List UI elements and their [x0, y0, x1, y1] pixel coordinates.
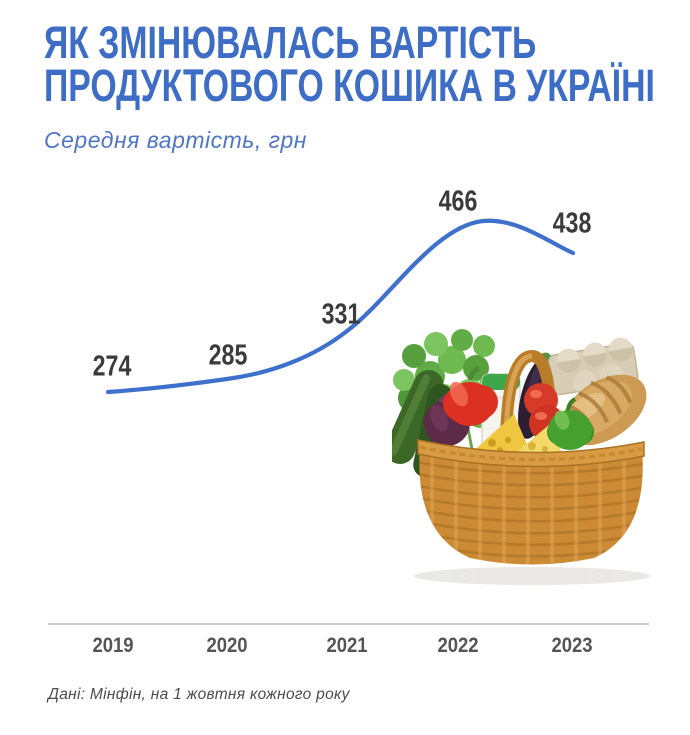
basket-body: [417, 439, 645, 565]
grocery-basket-image: [392, 329, 650, 585]
red-bell-pepper: [443, 365, 498, 426]
value-label-2022: 466: [438, 185, 478, 218]
value-label-2021: 331: [321, 298, 361, 331]
page-title: ЯК ЗМІНЮВАЛАСЬ ВАРТІСТЬ ПРОДУКТОВОГО КОШ…: [44, 17, 690, 111]
basket-shadow: [414, 567, 650, 585]
chart-subtitle: Середня вартість, грн: [44, 127, 307, 153]
page-title-line-1: ЯК ЗМІНЮВАЛАСЬ ВАРТІСТЬ: [44, 17, 537, 68]
x-tick-2021: 2021: [326, 634, 368, 657]
x-axis-line: [48, 623, 649, 625]
green-bell-pepper: [547, 397, 594, 450]
value-label-2019: 274: [92, 350, 132, 383]
x-tick-2022: 2022: [437, 634, 479, 657]
data-source-note: Дані: Мінфін, на 1 жовтня кожного року: [48, 686, 350, 703]
page-title-line-2: ПРОДУКТОВОГО КОШИКА В УКРАЇНІ: [44, 60, 655, 111]
x-tick-2023: 2023: [551, 634, 593, 657]
x-tick-2020: 2020: [206, 634, 248, 657]
x-tick-2019: 2019: [92, 634, 134, 657]
value-label-2023: 438: [552, 207, 592, 240]
value-label-2020: 285: [208, 339, 248, 372]
